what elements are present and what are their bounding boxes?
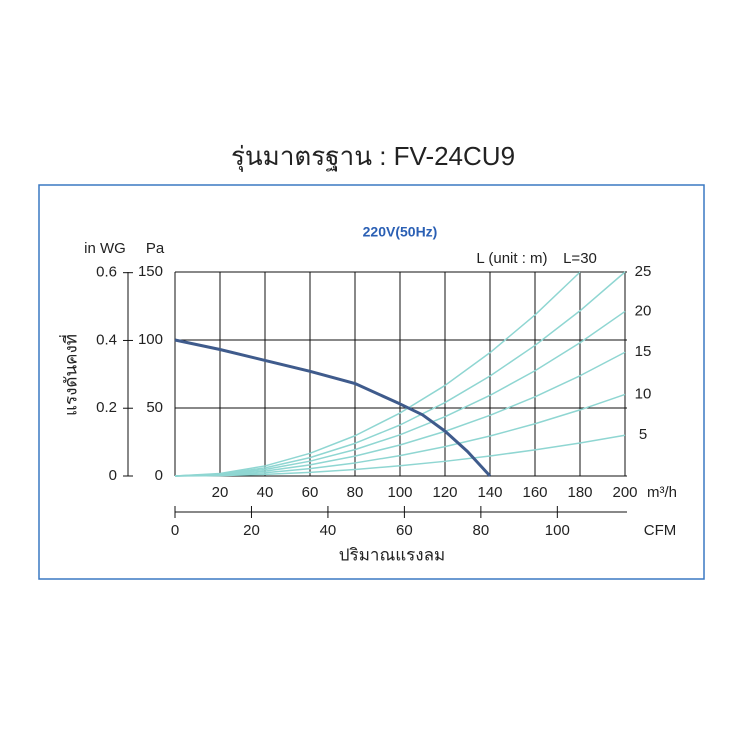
y2-tick-label: 0 [109, 467, 117, 484]
series-label: L=30 [563, 250, 597, 267]
system-curve [174, 271, 626, 477]
chart-title: รุ่นมาตรฐาน : FV-24CU9 [231, 141, 515, 172]
y-tick-label: 50 [146, 399, 163, 416]
x2-tick-label: 40 [320, 522, 337, 539]
series-label: 25 [635, 263, 652, 280]
series-label: 5 [639, 426, 647, 443]
x-tick-label: 120 [432, 484, 457, 501]
x-tick-label: 20 [212, 484, 229, 501]
series-label: 15 [635, 343, 652, 360]
x-unit: m³/h [647, 484, 677, 501]
series-label: 10 [635, 385, 652, 402]
y2-tick-label: 0.6 [96, 264, 117, 281]
x-tick-label: 40 [257, 484, 274, 501]
x2-unit: CFM [644, 522, 677, 539]
system-curve [174, 351, 626, 477]
system-curve [174, 393, 626, 477]
system-curve [174, 434, 626, 477]
x-tick-label: 160 [522, 484, 547, 501]
y-tick-label: 150 [138, 263, 163, 280]
system-curve [174, 271, 581, 477]
x-tick-label: 80 [347, 484, 364, 501]
y2-unit: in WG [84, 240, 126, 257]
x-tick-label: 60 [302, 484, 319, 501]
y-tick-label: 0 [155, 467, 163, 484]
x-tick-label: 100 [387, 484, 412, 501]
system-curve [174, 310, 626, 477]
series-label: 20 [635, 302, 652, 319]
fan-curve [174, 338, 492, 478]
chart-subtitle: 220V(50Hz) [363, 224, 438, 240]
x-tick-label: 140 [477, 484, 502, 501]
x2-tick-label: 100 [545, 522, 570, 539]
y2-tick-label: 0.4 [96, 331, 117, 348]
x-axis-label: ปริมาณแรงลม [339, 545, 445, 564]
x2-tick-label: 20 [243, 522, 260, 539]
series-note: L (unit : m) [476, 250, 547, 267]
y-tick-label: 100 [138, 331, 163, 348]
frame [38, 184, 705, 580]
x2-tick-label: 80 [473, 522, 490, 539]
x2-tick-label: 0 [171, 522, 179, 539]
x2-tick-label: 60 [396, 522, 413, 539]
y-axis-label: แรงดันคงที่ [58, 334, 80, 416]
x-tick-label: 180 [567, 484, 592, 501]
y2-tick-label: 0.2 [96, 399, 117, 416]
x-tick-label: 200 [612, 484, 637, 501]
y-unit: Pa [146, 240, 165, 257]
